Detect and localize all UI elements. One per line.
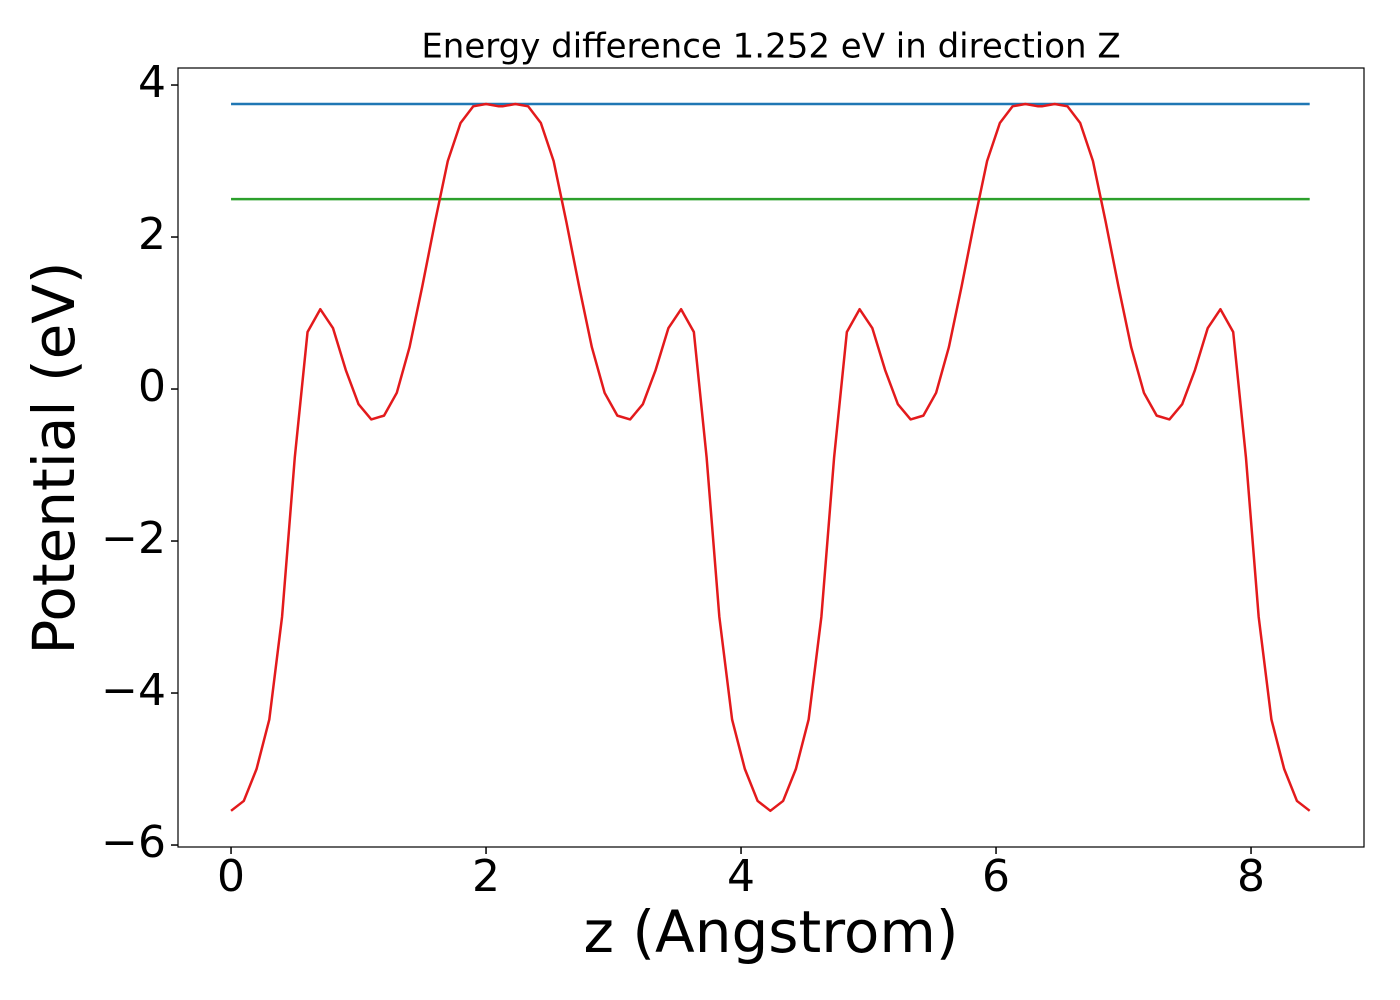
x-tick-label: 4 <box>727 851 755 902</box>
y-axis-label: Potential (eV) <box>20 261 88 654</box>
x-axis-label: z (Angstrom) <box>584 898 959 966</box>
x-tick-label: 8 <box>1237 851 1265 902</box>
x-tick-label: 6 <box>982 851 1010 902</box>
chart-title: Energy difference 1.252 eV in direction … <box>421 27 1120 67</box>
plot-frame <box>177 67 1365 848</box>
y-tick-label: −4 <box>101 665 166 716</box>
y-tick-label: 4 <box>138 57 166 108</box>
x-tick-label: 0 <box>217 851 245 902</box>
line-series <box>230 102 1311 813</box>
x-tick-label: 2 <box>472 851 500 902</box>
y-tick-label: −2 <box>101 513 166 564</box>
y-tick-label: −6 <box>101 817 166 868</box>
y-tick-label: 0 <box>138 361 166 412</box>
y-tick-label: 2 <box>138 209 166 260</box>
